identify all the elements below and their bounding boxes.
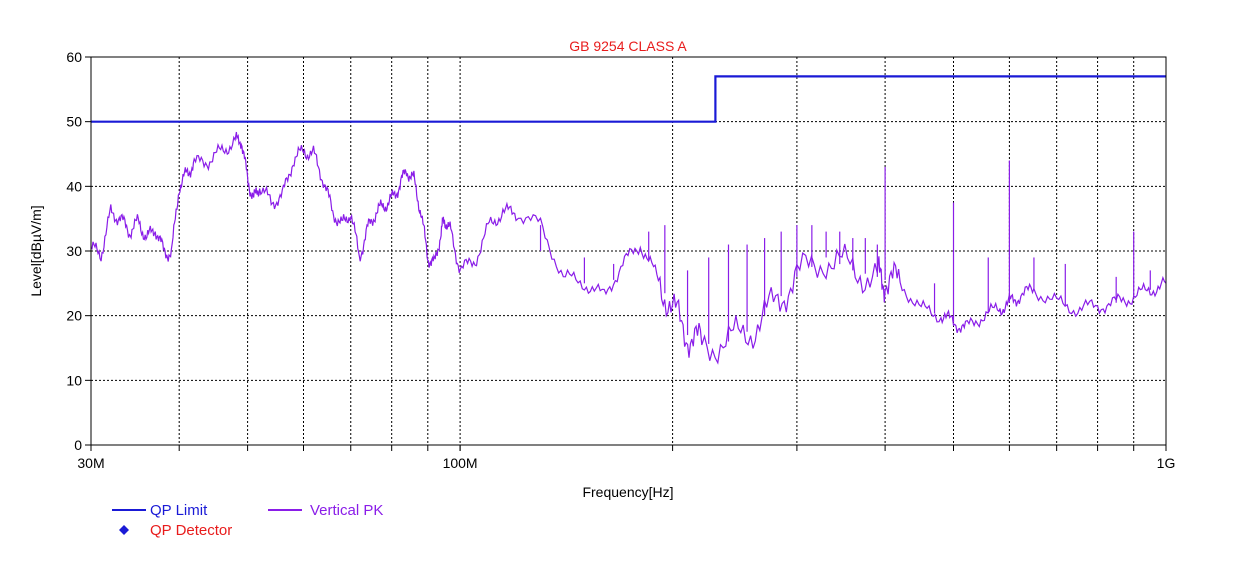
y-tick-label: 0 — [74, 437, 82, 453]
y-tick-label: 50 — [66, 114, 82, 130]
x-tick-label: 30M — [77, 455, 104, 471]
chart-title: GB 9254 CLASS A — [569, 38, 687, 54]
legend-label: QP Detector — [150, 522, 232, 539]
x-axis-label: Frequency[Hz] — [582, 484, 673, 500]
y-tick-label: 40 — [66, 178, 82, 194]
series-layer — [90, 75, 1167, 365]
legend-label: QP Limit — [150, 502, 208, 519]
series-qp-limit — [91, 75, 1166, 123]
y-ticks: 0 10 20 30 40 50 60 — [66, 49, 91, 453]
y-tick-label: 20 — [66, 308, 82, 324]
y-tick-label: 10 — [66, 372, 82, 388]
x-ticks: 30M 100M 1G — [77, 445, 1175, 471]
legend: QP Limit Vertical PK QP Detector — [112, 502, 383, 539]
legend-label: Vertical PK — [310, 502, 383, 519]
x-tick-label: 100M — [443, 455, 478, 471]
x-tick-label: 1G — [1157, 455, 1176, 471]
y-tick-label: 30 — [66, 243, 82, 259]
series-vertical-pk — [90, 131, 1167, 365]
y-tick-label: 60 — [66, 49, 82, 65]
y-axis-label: Level[dBµV/m] — [28, 205, 44, 296]
legend-swatch-diamond — [119, 525, 129, 535]
plot-frame — [90, 56, 1167, 446]
